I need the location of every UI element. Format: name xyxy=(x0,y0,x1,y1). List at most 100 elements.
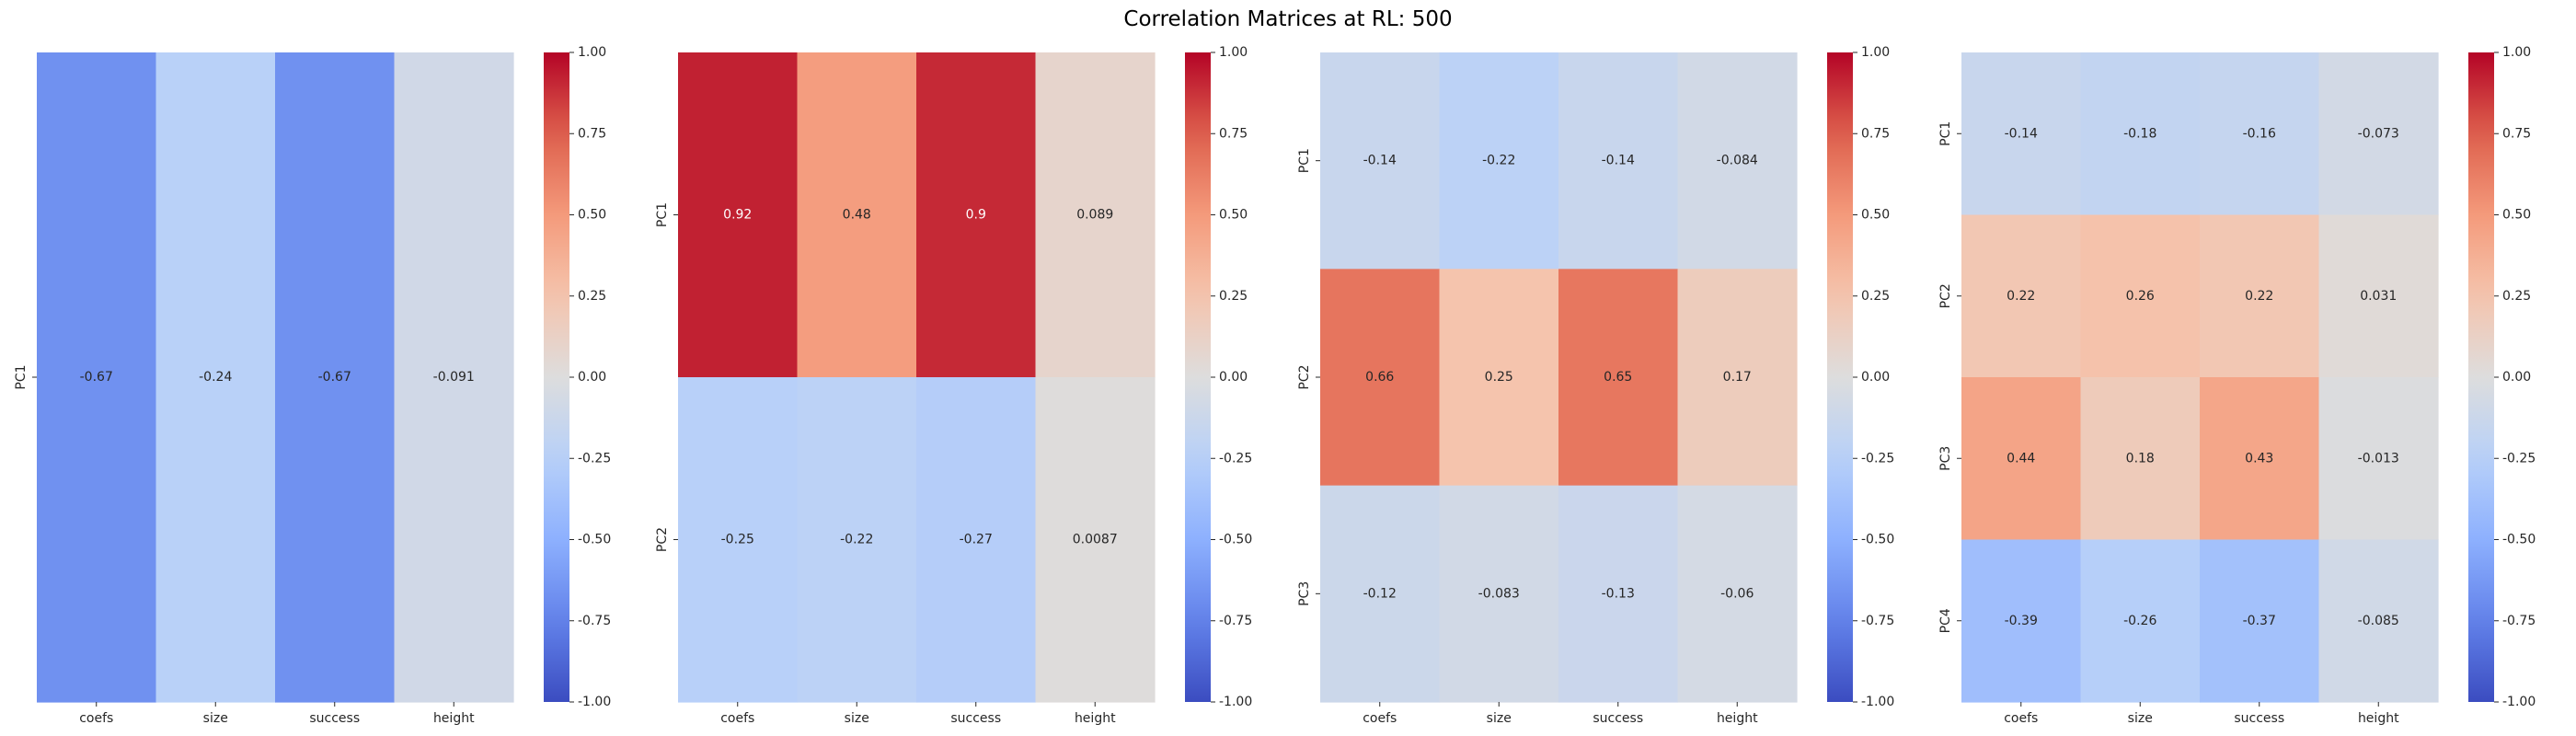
colorbar-tick-label: 0.00 xyxy=(2502,370,2531,385)
cell-value-label: 0.089 xyxy=(1076,208,1113,223)
cell-value-label: -0.083 xyxy=(1478,586,1520,601)
colorbar-tick-label: -0.25 xyxy=(2502,451,2536,466)
colorbar-tick-label: 0.75 xyxy=(1861,126,1890,141)
heatmap-cell xyxy=(1035,52,1156,378)
colorbar-tick-label: -0.75 xyxy=(1219,614,1252,628)
x-tick-label: coefs xyxy=(1363,711,1397,726)
cell-value-label: -0.24 xyxy=(199,370,232,385)
colorbar-tick-label: -0.25 xyxy=(578,451,611,466)
cell-value-label: -0.06 xyxy=(1720,586,1754,601)
heatmap-cell xyxy=(1439,52,1559,270)
cell-value-label: -0.67 xyxy=(80,370,113,385)
cell-value-label: 0.66 xyxy=(1365,370,1394,385)
heatmap-cell xyxy=(2200,214,2320,378)
heatmap-cell xyxy=(916,377,1037,703)
cell-value-label: -0.26 xyxy=(2123,614,2156,628)
cell-value-label: 0.031 xyxy=(2360,289,2397,304)
x-tick-label: height xyxy=(1075,711,1116,726)
heatmap-cell xyxy=(1677,52,1798,270)
x-tick-label: size xyxy=(845,711,869,726)
heatmap-cell xyxy=(2200,52,2320,216)
heatmap-cell xyxy=(678,377,799,703)
colorbar-tick-label: -1.00 xyxy=(1861,695,1894,709)
heatmap-cell xyxy=(2200,377,2320,541)
cell-value-label: 0.25 xyxy=(1485,370,1513,385)
heatmap-cell xyxy=(1439,485,1559,703)
cell-value-label: -0.14 xyxy=(2005,126,2038,141)
colorbar-tick-label: 1.00 xyxy=(1861,45,1890,60)
heatmap-cell xyxy=(275,52,396,703)
cell-value-label: -0.25 xyxy=(721,533,754,547)
y-tick-label: PC3 xyxy=(1297,581,1312,606)
colorbar-tick-label: 0.25 xyxy=(2502,289,2531,304)
colorbar-tick-label: 0.75 xyxy=(1219,126,1248,141)
heatmap-panel-3: -0.14 -0.22 -0.14 -0.084 0.66 0.25 0.65 0.17 -0.… xyxy=(1297,45,1894,726)
heatmap-cell xyxy=(1961,214,2082,378)
colorbar-tick-label: -0.75 xyxy=(1861,614,1894,628)
cell-value-label: 0.18 xyxy=(2126,451,2155,466)
cell-value-label: 0.9 xyxy=(966,208,986,223)
x-tick-label: coefs xyxy=(79,711,113,726)
cell-value-label: 0.48 xyxy=(843,208,871,223)
y-tick-label: PC4 xyxy=(1938,608,1953,633)
heatmap-cell xyxy=(1558,52,1679,270)
x-tick-label: coefs xyxy=(720,711,754,726)
colorbar-tick-label: 0.00 xyxy=(1861,370,1890,385)
y-tick-label: PC1 xyxy=(655,202,670,227)
heatmap-cell xyxy=(1558,269,1679,487)
colorbar-tick-label: 0.50 xyxy=(578,208,606,223)
cell-value-label: -0.13 xyxy=(1602,586,1635,601)
colorbar-tick-label: -0.75 xyxy=(578,614,611,628)
y-tick-label: PC2 xyxy=(1297,364,1312,389)
cell-value-label: -0.37 xyxy=(2243,614,2276,628)
cell-value-label: 0.17 xyxy=(1723,370,1752,385)
heatmap-cell xyxy=(1558,485,1679,703)
y-tick-label: PC1 xyxy=(1297,148,1312,173)
y-tick-label: PC2 xyxy=(655,527,670,552)
colorbar-tick-label: -1.00 xyxy=(578,695,611,709)
heatmap-cell xyxy=(1677,485,1798,703)
colorbar-tick-label: 0.50 xyxy=(1219,208,1248,223)
cell-value-label: -0.12 xyxy=(1363,586,1397,601)
colorbar-tick-label: -0.50 xyxy=(2502,533,2536,547)
heatmap-cell xyxy=(797,52,917,378)
colorbar xyxy=(2468,52,2494,702)
heatmap-cell xyxy=(2318,214,2439,378)
heatmap-cell xyxy=(1961,539,2082,703)
cell-value-label: -0.013 xyxy=(2358,451,2399,466)
colorbar-tick-label: 0.75 xyxy=(2502,126,2531,141)
heatmap-cell xyxy=(1961,52,2082,216)
heatmap-cell xyxy=(155,52,276,703)
x-tick-label: height xyxy=(2358,711,2399,726)
y-tick-label: PC2 xyxy=(1938,283,1953,308)
colorbar-tick-label: 0.25 xyxy=(578,289,606,304)
cell-value-label: 0.22 xyxy=(2245,289,2273,304)
x-tick-label: size xyxy=(1487,711,1512,726)
heatmap-cell xyxy=(1439,269,1559,487)
heatmap-cell xyxy=(2318,52,2439,216)
colorbar-tick-label: -1.00 xyxy=(2502,695,2536,709)
cell-value-label: -0.39 xyxy=(2005,614,2038,628)
cell-value-label: -0.27 xyxy=(960,533,993,547)
x-tick-label: size xyxy=(203,711,228,726)
colorbar-tick-label: -0.75 xyxy=(2502,614,2536,628)
heatmap-cell xyxy=(1320,269,1441,487)
heatmap-cell xyxy=(1677,269,1798,487)
colorbar-tick-label: 0.00 xyxy=(1219,370,1248,385)
cell-value-label: 0.43 xyxy=(2245,451,2273,466)
x-tick-label: height xyxy=(1717,711,1758,726)
cell-value-label: -0.085 xyxy=(2358,614,2399,628)
colorbar-tick-label: 0.25 xyxy=(1861,289,1890,304)
cell-value-label: 0.92 xyxy=(723,208,752,223)
x-tick-label: success xyxy=(309,711,360,726)
colorbar-tick-label: 1.00 xyxy=(2502,45,2531,60)
heatmap-cell xyxy=(2080,377,2201,541)
y-tick-label: PC1 xyxy=(14,364,29,389)
y-tick-label: PC3 xyxy=(1938,446,1953,471)
figure-title: Correlation Matrices at RL: 500 xyxy=(1123,7,1453,31)
heatmap-cell xyxy=(1961,377,2082,541)
heatmap-cell xyxy=(2200,539,2320,703)
heatmap-panel-4: -0.14 -0.18 -0.16 -0.073 0.22 0.26 0.22 0.031 0.… xyxy=(1938,45,2536,726)
cell-value-label: -0.22 xyxy=(840,533,873,547)
